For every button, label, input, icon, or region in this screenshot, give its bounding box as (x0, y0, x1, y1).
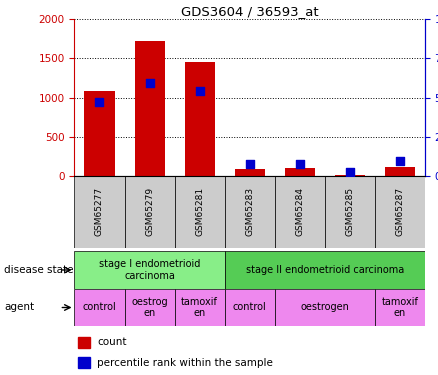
Text: control: control (233, 303, 267, 312)
Text: GSM65279: GSM65279 (145, 188, 154, 237)
Bar (134, 41, 165, 176)
Bar (78, 337, 90, 348)
Point (96, 99, 103, 105)
FancyBboxPatch shape (225, 289, 275, 326)
FancyBboxPatch shape (175, 289, 225, 326)
Point (146, 80, 153, 86)
FancyBboxPatch shape (325, 176, 375, 248)
Text: agent: agent (4, 303, 35, 312)
Text: oestrogen: oestrogen (300, 303, 349, 312)
FancyBboxPatch shape (124, 289, 175, 326)
FancyBboxPatch shape (225, 251, 425, 289)
Point (296, 160, 303, 166)
Bar (78, 357, 90, 368)
Text: GSM65277: GSM65277 (95, 188, 104, 237)
FancyBboxPatch shape (74, 289, 124, 326)
Text: stage I endometrioid
carcinoma: stage I endometrioid carcinoma (99, 259, 200, 281)
FancyBboxPatch shape (74, 176, 124, 248)
Point (396, 158, 403, 164)
FancyBboxPatch shape (74, 251, 225, 289)
Text: tamoxif
en: tamoxif en (181, 297, 218, 318)
Point (196, 88, 203, 94)
Text: disease state: disease state (4, 265, 74, 275)
FancyBboxPatch shape (375, 176, 425, 248)
Text: percentile rank within the sample: percentile rank within the sample (97, 358, 273, 368)
FancyBboxPatch shape (225, 176, 275, 248)
Text: GSM65283: GSM65283 (245, 188, 254, 237)
Text: stage II endometrioid carcinoma: stage II endometrioid carcinoma (246, 265, 404, 275)
Text: count: count (97, 338, 127, 347)
Bar (385, 167, 415, 176)
Text: oestrog
en: oestrog en (131, 297, 168, 318)
Point (346, 168, 353, 174)
FancyBboxPatch shape (124, 176, 175, 248)
Bar (85, 91, 114, 176)
FancyBboxPatch shape (175, 176, 225, 248)
Bar (235, 169, 265, 176)
Text: GSM65284: GSM65284 (295, 188, 304, 236)
FancyBboxPatch shape (375, 289, 425, 326)
Text: GSM65281: GSM65281 (195, 188, 204, 237)
Text: control: control (83, 303, 117, 312)
Text: GSM65285: GSM65285 (345, 188, 354, 237)
Point (246, 160, 253, 166)
Bar (184, 62, 215, 176)
FancyBboxPatch shape (275, 176, 325, 248)
Title: GDS3604 / 36593_at: GDS3604 / 36593_at (181, 4, 318, 18)
Text: GSM65287: GSM65287 (396, 188, 404, 237)
Text: tamoxif
en: tamoxif en (381, 297, 418, 318)
FancyBboxPatch shape (275, 289, 375, 326)
Bar (285, 168, 315, 176)
